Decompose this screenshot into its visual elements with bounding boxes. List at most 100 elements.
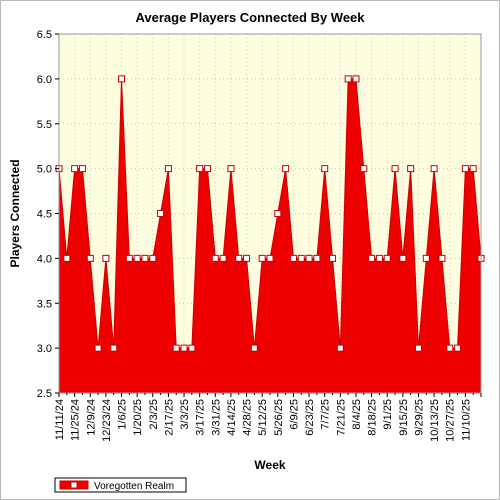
x-tick-label: 7/7/25	[320, 399, 332, 430]
data-point	[336, 344, 344, 352]
data-point	[250, 344, 258, 352]
data-point	[94, 344, 102, 352]
data-point	[321, 165, 329, 173]
x-tick-label: 4/14/25	[226, 399, 238, 436]
data-point	[71, 165, 79, 173]
chart-title: Average Players Connected By Week	[135, 10, 365, 25]
x-axis-title: Week	[254, 458, 285, 472]
data-point	[352, 75, 360, 83]
x-tick-label: 4/28/25	[242, 399, 254, 436]
x-tick-label: 9/29/25	[413, 399, 425, 436]
data-point	[368, 254, 376, 262]
data-point	[157, 210, 165, 217]
data-point	[422, 254, 430, 262]
data-point	[219, 254, 227, 262]
data-point	[172, 344, 180, 352]
y-tick-label: 4.5	[37, 209, 52, 221]
data-point	[258, 254, 266, 262]
data-point	[118, 75, 126, 83]
x-tick-label: 10/13/25	[429, 399, 441, 442]
x-tick-label: 6/23/25	[304, 399, 316, 436]
axes	[55, 33, 482, 397]
x-tick-label: 11/10/25	[460, 399, 472, 441]
x-tick-label: 8/4/25	[351, 399, 363, 430]
data-point	[391, 165, 399, 173]
data-point	[446, 344, 454, 352]
data-point	[430, 165, 438, 173]
x-tick-label: 1/6/25	[117, 399, 129, 430]
data-point	[63, 254, 71, 262]
data-point	[274, 210, 282, 217]
legend-marker	[70, 481, 78, 489]
data-point	[305, 254, 313, 262]
data-point	[454, 344, 462, 352]
data-point	[282, 165, 290, 173]
x-tick-label: 3/17/25	[195, 399, 207, 436]
x-tick-label: 3/3/25	[179, 399, 191, 430]
data-point	[438, 254, 446, 262]
data-point	[149, 254, 157, 262]
data-point	[180, 344, 188, 352]
data-point	[243, 254, 251, 262]
y-tick-label: 2.5	[37, 388, 52, 400]
x-tick-label: 2/3/25	[148, 399, 160, 430]
data-point	[133, 254, 141, 262]
data-point	[188, 344, 196, 352]
x-tick-label: 2/17/25	[163, 399, 175, 436]
x-tick-label: 5/26/25	[273, 399, 285, 436]
data-point	[360, 165, 368, 173]
data-point	[407, 165, 415, 173]
y-tick-label: 3.0	[37, 343, 52, 355]
data-point	[297, 254, 305, 262]
data-point	[78, 165, 86, 173]
y-tick-labels: 2.5 3.0 3.5 4.0 4.5 5.0 5.5 6.0 6.5	[37, 29, 52, 400]
x-tick-label: 9/15/25	[398, 399, 410, 436]
x-tick-label: 7/21/25	[335, 399, 347, 436]
x-tick-label: 10/27/25	[445, 399, 457, 442]
data-point	[344, 75, 352, 83]
x-tick-label: 12/9/24	[85, 399, 97, 436]
y-tick-label: 5.5	[37, 119, 52, 131]
data-point	[196, 165, 204, 173]
data-point	[329, 254, 337, 262]
legend: Voregotten Realm	[54, 477, 187, 493]
data-point	[461, 165, 469, 173]
data-point	[110, 344, 118, 352]
x-tick-label: 11/11/24	[54, 399, 66, 440]
data-point	[125, 254, 133, 262]
data-point	[227, 165, 235, 173]
x-tick-label: 9/1/25	[382, 399, 394, 430]
data-point	[313, 254, 321, 262]
x-tick-label: 8/18/25	[367, 399, 379, 436]
data-point	[383, 254, 391, 262]
y-tick-label: 6.5	[37, 29, 52, 41]
y-tick-label: 4.0	[37, 253, 52, 265]
y-tick-label: 6.0	[37, 74, 52, 86]
x-tick-label: 1/20/25	[132, 399, 144, 436]
data-point	[211, 254, 219, 262]
y-tick-label: 5.0	[37, 164, 52, 176]
x-tick-label: 12/23/24	[101, 399, 113, 442]
data-point	[399, 254, 407, 262]
series-markers	[55, 75, 485, 352]
data-point	[235, 254, 243, 262]
series-area-fill	[59, 78, 481, 393]
data-point	[86, 254, 94, 262]
data-point	[375, 254, 383, 262]
data-point	[414, 344, 422, 352]
data-point	[203, 165, 211, 173]
x-tick-label: 5/12/25	[257, 399, 269, 436]
x-tick-labels: 11/11/24 11/25/24 12/9/24 12/23/24 1/6/25 1/2…	[54, 399, 472, 442]
data-point	[266, 254, 274, 262]
data-point	[469, 165, 477, 173]
data-point	[289, 254, 297, 262]
data-point	[164, 165, 172, 173]
x-tick-label: 3/31/25	[210, 399, 222, 436]
data-point	[141, 254, 149, 262]
legend-label: Voregotten Realm	[94, 481, 174, 492]
data-point	[102, 254, 110, 262]
y-axis-title: Players Connected	[8, 159, 22, 267]
x-tick-label: 6/9/25	[288, 399, 300, 430]
x-tick-label: 11/25/24	[70, 399, 82, 441]
